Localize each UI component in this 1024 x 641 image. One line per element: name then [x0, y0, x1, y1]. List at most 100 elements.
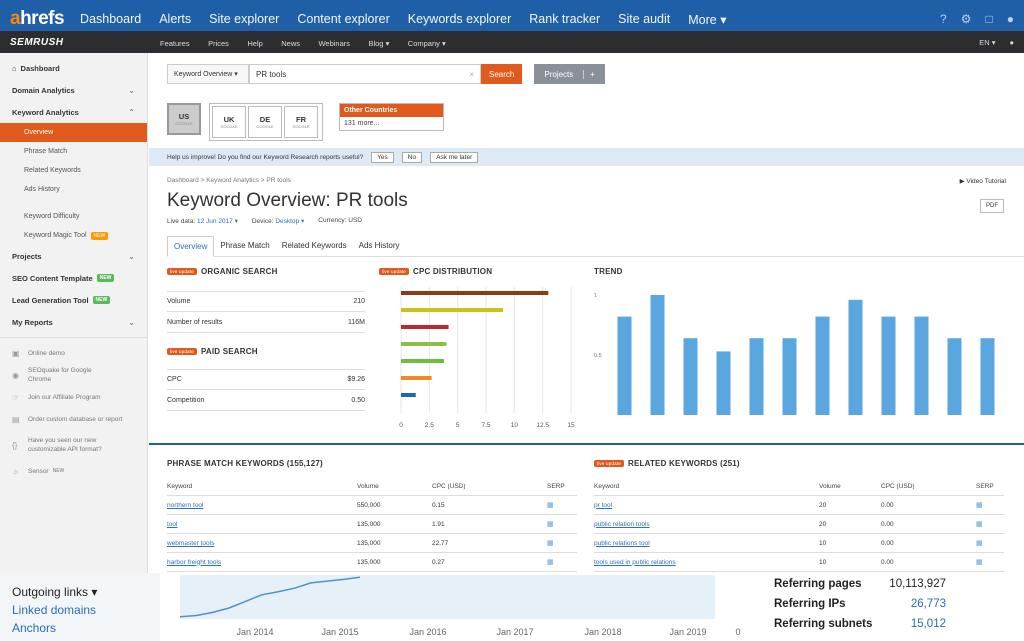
- db-fr[interactable]: FR GOOGLE: [284, 106, 318, 138]
- related-keywords-table: Keyword Volume CPC (USD) SERP pr tool 20 0…: [594, 477, 1004, 572]
- device-select[interactable]: Desktop ▾: [275, 218, 305, 225]
- keyword-link[interactable]: northern tool: [167, 501, 204, 509]
- serp-icon[interactable]: ▦: [547, 502, 554, 509]
- serp-icon[interactable]: ▦: [547, 521, 554, 528]
- tab-related-keywords[interactable]: Related Keywords: [281, 241, 347, 250]
- db-uk[interactable]: UK GOOGLE: [212, 106, 246, 138]
- live-date-label: Live data:: [167, 218, 196, 225]
- breadcrumb[interactable]: Dashboard > Keyword Analytics > PR tools: [167, 177, 291, 184]
- nav-keywords-explorer[interactable]: Keywords explorer: [407, 12, 512, 26]
- semrush-nav-blog[interactable]: Blog ▾: [368, 39, 390, 48]
- col-keyword[interactable]: Keyword: [594, 482, 620, 490]
- language-select[interactable]: EN ▾: [979, 37, 996, 47]
- linked-domains-link[interactable]: Linked domains: [12, 603, 97, 617]
- clear-icon[interactable]: ×: [469, 69, 474, 79]
- col-volume[interactable]: Volume: [819, 482, 841, 490]
- col-serp[interactable]: SERP: [547, 482, 565, 490]
- sidebar-item-lead-gen[interactable]: Lead Generation Tool NEW: [0, 289, 147, 311]
- serp-icon[interactable]: ▦: [976, 540, 983, 547]
- sidebar-item-projects[interactable]: Projects ⌄: [0, 245, 147, 267]
- keyword-link[interactable]: public relation tools: [594, 520, 650, 528]
- col-serp[interactable]: SERP: [976, 482, 994, 490]
- sidebar-item-affiliate[interactable]: ☞ Join our Affiliate Program: [0, 386, 147, 408]
- user-icon[interactable]: ●: [1006, 12, 1014, 26]
- pdf-button[interactable]: PDF: [980, 199, 1004, 213]
- db-de[interactable]: DE GOOGLE: [248, 106, 282, 138]
- nav-dashboard[interactable]: Dashboard: [80, 12, 142, 26]
- keyword-link[interactable]: webmaster tools: [167, 539, 215, 547]
- trend-bar: [749, 338, 764, 415]
- sidebar-item-keyword-magic[interactable]: Keyword Magic Tool NEW: [0, 226, 147, 245]
- semrush-nav-features[interactable]: Features: [160, 39, 190, 48]
- nav-site-explorer[interactable]: Site explorer: [209, 12, 280, 26]
- serp-icon[interactable]: ▦: [547, 559, 554, 566]
- search-button[interactable]: Search: [481, 64, 523, 84]
- sidebar-item-order-db[interactable]: ▤ Order custom database or report: [0, 408, 147, 430]
- sidebar-item-related-keywords[interactable]: Related Keywords: [0, 161, 147, 180]
- sidebar-item-domain-analytics[interactable]: Domain Analytics ⌄: [0, 79, 147, 101]
- keyword-link[interactable]: harbor freight tools: [167, 558, 222, 566]
- sidebar-item-sensor[interactable]: ☼ Sensor NEW: [0, 460, 147, 482]
- tab-overview[interactable]: Overview: [167, 236, 215, 257]
- col-volume[interactable]: Volume: [357, 482, 379, 490]
- semrush-nav-company[interactable]: Company ▾: [407, 39, 446, 48]
- semrush-nav-news[interactable]: News: [281, 39, 301, 48]
- semrush-nav-webinars[interactable]: Webinars: [318, 39, 351, 48]
- sidebar-item-keyword-difficulty[interactable]: Keyword Difficulty: [0, 207, 147, 226]
- db-us[interactable]: US GOOGLE: [167, 103, 201, 135]
- tab-phrase-match[interactable]: Phrase Match: [220, 241, 270, 250]
- keyword-link[interactable]: public relations tool: [594, 539, 650, 547]
- sidebar-item-online-demo[interactable]: ▣ Online demo: [0, 342, 147, 364]
- ahrefs-logo[interactable]: ahrefs: [10, 8, 65, 29]
- outgoing-links-menu[interactable]: Outgoing links ▾: [12, 585, 98, 599]
- nav-more[interactable]: More ▾: [688, 12, 727, 27]
- semrush-nav-help[interactable]: Help: [247, 39, 263, 48]
- serp-icon[interactable]: ▦: [976, 502, 983, 509]
- nav-rank-tracker[interactable]: Rank tracker: [529, 12, 601, 26]
- tab-ads-history[interactable]: Ads History: [358, 241, 400, 250]
- stat-value[interactable]: 26,773: [910, 598, 946, 610]
- help-icon[interactable]: ?: [940, 12, 947, 26]
- serp-icon[interactable]: ▦: [976, 521, 983, 528]
- bell-icon[interactable]: ⚙: [960, 12, 972, 26]
- sidebar-label: Have you seen our new customizable API f…: [28, 437, 102, 453]
- sidebar-item-seoquake[interactable]: ◉ SEOquake for Google Chrome: [0, 364, 147, 386]
- col-cpc[interactable]: CPC (USD): [432, 482, 466, 490]
- keyword-link[interactable]: tool: [167, 520, 178, 528]
- sidebar-item-seo-content[interactable]: SEO Content Template NEW: [0, 267, 147, 289]
- live-date-select[interactable]: 12 Jun 2017 ▾: [197, 218, 238, 225]
- col-cpc[interactable]: CPC (USD): [881, 482, 915, 490]
- col-keyword[interactable]: Keyword: [167, 482, 193, 490]
- video-tutorial-link[interactable]: ▶ Video Tutorial: [959, 178, 1006, 185]
- semrush-logo[interactable]: SEMRUSH: [10, 36, 64, 48]
- search-input[interactable]: PR tools ×: [249, 64, 481, 84]
- feedback-yes-button[interactable]: Yes: [371, 151, 394, 163]
- sidebar-item-dashboard[interactable]: ⌂ Dashboard: [0, 57, 147, 79]
- feedback-no-button[interactable]: No: [401, 151, 423, 163]
- sidebar-item-api-format[interactable]: {} Have you seen our new customizable API…: [0, 430, 147, 460]
- other-countries-select[interactable]: Other Countries 131 more...: [339, 103, 444, 131]
- keyword-link[interactable]: pr tool: [594, 501, 613, 509]
- semrush-user-icon[interactable]: ●: [1009, 37, 1014, 47]
- projects-button[interactable]: Projects +: [534, 64, 605, 84]
- sidebar-item-keyword-analytics[interactable]: Keyword Analytics ⌃: [0, 101, 147, 123]
- keyword-link[interactable]: tools used in public relations: [594, 558, 676, 566]
- plus-icon[interactable]: +: [583, 69, 595, 79]
- nav-site-audit[interactable]: Site audit: [618, 12, 671, 26]
- report-type-select[interactable]: Keyword Overview ▾: [167, 64, 249, 84]
- anchors-link[interactable]: Anchors: [12, 621, 57, 635]
- semrush-nav-prices[interactable]: Prices: [208, 39, 229, 48]
- nav-alerts[interactable]: Alerts: [159, 12, 192, 26]
- monitor-icon[interactable]: □: [985, 12, 993, 26]
- sidebar-item-my-reports[interactable]: My Reports ⌄: [0, 311, 147, 333]
- feedback-later-button[interactable]: Ask me later: [430, 151, 479, 163]
- sidebar-item-phrase-match[interactable]: Phrase Match: [0, 142, 147, 161]
- serp-icon[interactable]: ▦: [547, 540, 554, 547]
- sidebar-item-ads-history[interactable]: Ads History: [0, 180, 147, 199]
- stat-label: Referring subnets: [774, 618, 873, 630]
- nav-content-explorer[interactable]: Content explorer: [297, 12, 390, 26]
- sidebar-label: Order custom database or report: [28, 415, 123, 423]
- sidebar-item-overview[interactable]: Overview: [0, 123, 147, 142]
- stat-value[interactable]: 15,012: [910, 618, 946, 630]
- serp-icon[interactable]: ▦: [976, 559, 983, 566]
